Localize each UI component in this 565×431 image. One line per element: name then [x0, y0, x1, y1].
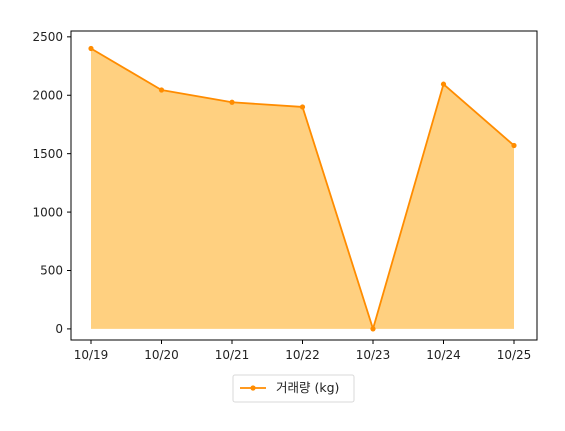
plot-frame	[70, 30, 538, 341]
data-point	[440, 81, 447, 87]
legend: 거래량 (kg)	[232, 374, 355, 403]
x-tick-label: 10/21	[215, 348, 250, 362]
legend-box	[232, 374, 355, 403]
y-tick-label: 1000	[32, 205, 63, 219]
y-tick-label: 500	[40, 264, 63, 278]
data-point	[511, 142, 517, 149]
axes: 0 500 1000 1500 2000 2500 10/19 10/20 10/21 10/22…	[32, 30, 538, 362]
y-tick-label: 1500	[32, 147, 63, 161]
legend-point-marker	[250, 385, 256, 391]
plot-area	[88, 45, 517, 332]
y-tick-label: 2000	[32, 88, 63, 102]
y-tick-label: 2500	[32, 30, 63, 44]
legend-label: 거래량 (kg)	[276, 380, 339, 395]
data-point	[158, 87, 165, 93]
data-point	[299, 104, 306, 110]
data-point	[88, 45, 94, 52]
x-tick-label: 10/25	[497, 348, 532, 362]
x-tick-label: 10/22	[285, 348, 320, 362]
series-area	[91, 48, 514, 329]
x-tick-label: 10/23	[356, 348, 391, 362]
x-tick-label: 10/19	[74, 348, 109, 362]
x-tick-label: 10/24	[426, 348, 461, 362]
x-tick-label: 10/20	[144, 348, 179, 362]
data-point	[370, 326, 376, 332]
data-point	[229, 99, 235, 105]
y-tick-label: 0	[55, 322, 63, 336]
